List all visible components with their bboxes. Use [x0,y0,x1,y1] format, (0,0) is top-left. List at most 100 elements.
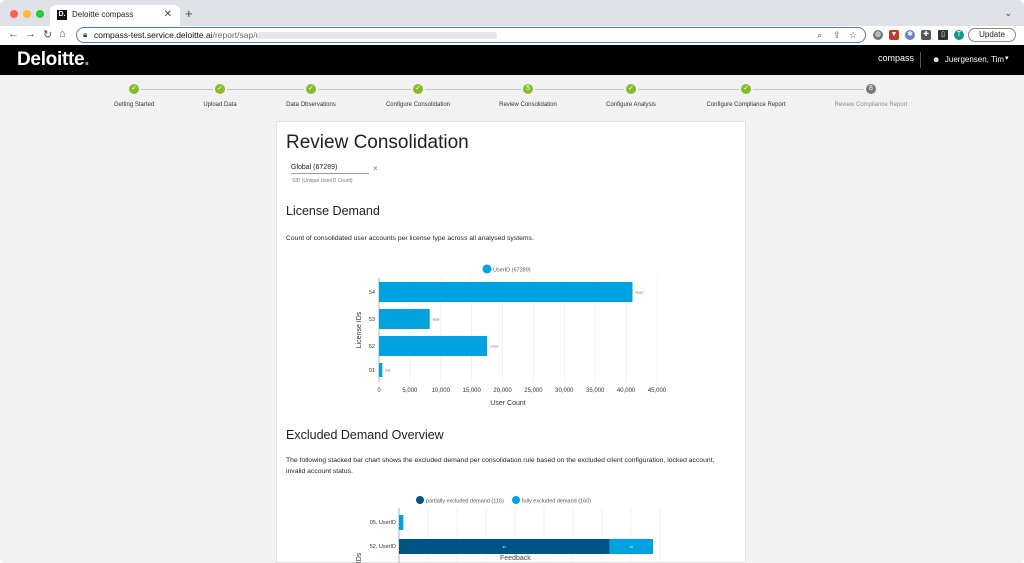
share-icon[interactable]: ⇪ [833,30,841,40]
step-label: Data Observations [286,102,336,108]
filter-hint: SID (Unique UserID Count) [292,178,353,184]
step-label: Configure Analysis [606,102,656,108]
step-label: Getting Started [113,102,155,108]
browser-tab[interactable]: D. Deloitte compass ✕ [50,5,180,26]
chevron-down-icon[interactable]: ▾ [1005,55,1009,62]
step-label: Configure Compliance Report [706,102,786,108]
side-panel-icon[interactable]: ▯ [938,30,948,40]
check-icon: ✓ [306,84,316,94]
step-item[interactable]: ✓ Upload Data [160,84,280,108]
deloitte-favicon-icon: D. [57,10,67,20]
y-axis-label: IDs [356,552,363,563]
check-icon: ✓ [626,84,636,94]
bar-fully-excluded [609,539,653,554]
x-tick-label: 45,000 [648,388,667,394]
reload-icon[interactable]: ↻ [43,29,53,41]
excluded-demand-description: The following stacked bar chart shows th… [286,457,715,475]
step-item[interactable]: ✓ Configure Compliance Report [686,84,806,108]
data-label: 536 [385,369,390,373]
shield-extension-icon[interactable]: ▼ [889,30,899,40]
browser-toolbar: ← → ↻ ⌂ 🔒︎ compass-test.service.deloitte… [0,26,1024,45]
bar [379,309,430,329]
x-tick-label: 10,000 [432,388,451,394]
y-tick-label: 91 [369,368,375,374]
product-name: compass [878,53,915,63]
data-label: 8209 [433,318,440,322]
clear-filter-icon[interactable]: × [373,164,378,173]
y-tick-label: 52 [369,344,375,350]
data-label: 20 [630,545,634,549]
bookmark-star-icon[interactable]: ☆ [849,30,858,40]
stepper-connector [318,89,411,90]
feedback-link[interactable]: Feedback [500,555,531,562]
step-label: Review Consolidation [499,102,557,108]
step-item[interactable]: ✓ Data Observations [251,84,371,108]
stepper-connector [638,89,739,90]
x-tick-label: 35,000 [586,388,605,394]
redacted-url [257,32,497,39]
step-item[interactable]: 8 Review Compliance Report [811,84,931,108]
tab-strip: D. Deloitte compass ✕ + ⌄ [0,0,1024,26]
data-label: 41027 [635,291,644,295]
profile-avatar[interactable]: T [954,30,964,40]
user-menu[interactable]: ☻ Juergensen, Tim [932,55,1005,64]
step-item[interactable]: ✓ Getting Started [74,84,194,108]
license-demand-title: License Demand [286,204,380,218]
minimize-window-icon[interactable] [23,10,31,18]
zoom-icon[interactable]: ⌕ [817,30,823,40]
license-demand-description: Count of consolidated user accounts per … [286,235,534,242]
bar-partially-excluded [399,539,610,554]
bar [379,282,633,302]
check-icon: ✓ [129,84,139,94]
back-icon[interactable]: ← [8,28,19,40]
x-axis-label: User Count [490,400,525,407]
scope-filter-select[interactable]: Global (67289) [291,164,369,174]
step-number: 8 [866,84,876,94]
y-tick-label: 53 [369,317,375,323]
stepper-connector [753,89,864,90]
app-header: Deloitte. compass ☻ Juergensen, Tim ▾ [0,45,1024,75]
excluded-demand-title: Excluded Demand Overview [286,428,444,442]
step-item[interactable]: ✓ Configure Consolidation [358,84,478,108]
header-divider [920,52,921,68]
page-body: ✓ Getting Started ✓ Upload Data ✓ Data Observ… [0,75,1024,563]
x-tick-label: 0 [377,388,381,394]
legend-label: UserID (67289) [493,268,531,274]
x-tick-label: 15,000 [462,388,481,394]
update-button[interactable]: Update [968,28,1016,42]
stepper-connector [425,89,521,90]
excluded-demand-chart: partially excluded demand (116) fully exc… [356,496,661,563]
step-label: Configure Consolidation [385,102,451,108]
bar [379,336,488,356]
deloitte-logo[interactable]: Deloitte. [17,49,90,70]
new-tab-icon[interactable]: + [185,6,193,21]
check-icon: ✓ [741,84,751,94]
forward-icon[interactable]: → [25,28,36,40]
step-number: 5 [523,84,533,94]
x-tick-label: 30,000 [555,388,574,394]
legend-swatch [482,264,492,274]
data-label: 17507 [490,345,499,349]
step-item[interactable]: ✓ Configure Analysis [571,84,691,108]
x-tick-label: 40,000 [617,388,636,394]
puzzle-extension-icon[interactable]: ✱ [905,30,915,40]
data-label: 97 [503,545,507,549]
home-icon[interactable]: ⌂ [59,28,66,40]
step-item[interactable]: 5 Review Consolidation [468,84,588,108]
legend-label: partially excluded demand (116) [426,499,504,505]
extension-icon[interactable]: ◍ [873,30,883,40]
bar [379,363,383,377]
y-tick-label: 54 [369,290,375,296]
x-tick-label: 25,000 [524,388,543,394]
close-tab-icon[interactable]: ✕ [163,9,172,20]
legend-swatch [416,496,424,504]
extensions-menu-icon[interactable]: ✚ [921,30,931,40]
x-tick-label: 20,000 [493,388,512,394]
tab-title: Deloitte compass [72,10,134,19]
stepper-connector [141,89,213,90]
step-label: Review Compliance Report [834,102,908,108]
address-bar[interactable]: 🔒︎ compass-test.service.deloitte.ai/repo… [76,27,866,43]
tab-search-icon[interactable]: ⌄ [1004,8,1012,18]
zoom-window-icon[interactable] [36,10,44,18]
close-window-icon[interactable] [10,10,18,18]
